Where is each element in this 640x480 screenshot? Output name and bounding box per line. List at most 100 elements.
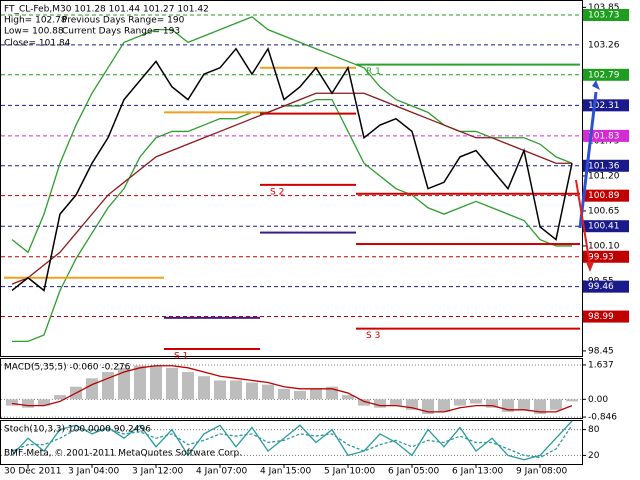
level-box bbox=[583, 8, 629, 21]
histogram-bar bbox=[278, 388, 290, 400]
level-box bbox=[583, 189, 629, 202]
histogram-bar bbox=[294, 390, 306, 400]
histogram-bar bbox=[390, 399, 402, 406]
histogram-bar bbox=[406, 399, 418, 410]
info-text: Low= 100.88 bbox=[4, 27, 64, 37]
level-box bbox=[583, 129, 629, 142]
histogram-bar bbox=[166, 367, 178, 400]
histogram-bar bbox=[486, 399, 498, 408]
series-line bbox=[11, 365, 573, 413]
histogram-bar bbox=[566, 399, 578, 402]
info-text: High= 102.78 bbox=[4, 16, 67, 26]
y-tick-label: -0.846 bbox=[588, 413, 617, 423]
level-label: 99.93 bbox=[588, 252, 614, 262]
y-tick-label: 98.45 bbox=[588, 346, 614, 356]
info-text: Previous Days Range= 190 bbox=[62, 16, 185, 26]
level-label: 99.46 bbox=[588, 282, 614, 292]
histogram-bar bbox=[518, 399, 530, 410]
histogram-bar bbox=[38, 399, 50, 406]
histogram-bar bbox=[118, 367, 130, 400]
histogram-bar bbox=[214, 380, 226, 400]
y-tick-label: 103.85 bbox=[588, 3, 620, 13]
up-arrow bbox=[578, 91, 598, 229]
y-tick-label: 101.20 bbox=[588, 171, 620, 181]
x-tick-label: 4 Jan 15:00 bbox=[260, 467, 312, 477]
stoch-panel bbox=[0, 420, 583, 465]
level-label: 98.99 bbox=[588, 312, 614, 322]
panel-title: Stoch(10,3,3) 100.0000 90.2496 bbox=[4, 425, 151, 435]
level-label: 101.83 bbox=[588, 131, 620, 141]
x-tick-label: 6 Jan 13:00 bbox=[452, 467, 504, 477]
panel-title: MACD(5,35,5) -0.060 -0.276 bbox=[4, 363, 131, 373]
histogram-bar bbox=[86, 378, 98, 400]
x-tick-label: 9 Jan 08:00 bbox=[516, 467, 568, 477]
series-line bbox=[11, 92, 572, 285]
histogram-bar bbox=[374, 399, 386, 408]
histogram-bar bbox=[198, 376, 210, 400]
x-tick-label: 3 Jan 04:00 bbox=[68, 467, 120, 477]
histogram-bar bbox=[230, 380, 242, 400]
level-name: R 1 bbox=[366, 67, 381, 77]
series-line bbox=[11, 420, 573, 461]
series-line bbox=[11, 424, 573, 459]
level-label: 102.31 bbox=[588, 101, 620, 111]
histogram-bar bbox=[22, 399, 34, 408]
y-tick-label: 20 bbox=[588, 451, 600, 461]
x-tick-label: 30 Dec 2011 bbox=[4, 467, 62, 477]
histogram-bar bbox=[6, 399, 18, 406]
main-panel bbox=[0, 0, 583, 357]
level-name: S 2 bbox=[270, 187, 284, 197]
y-tick-label: 100.65 bbox=[588, 206, 620, 216]
level-box bbox=[583, 250, 629, 263]
x-tick-label: 3 Jan 12:00 bbox=[132, 467, 184, 477]
y-tick-label: 1.637 bbox=[588, 360, 614, 370]
macd-panel bbox=[0, 358, 583, 419]
level-label: 103.73 bbox=[588, 10, 620, 20]
histogram-bar bbox=[358, 399, 370, 406]
level-label: 102.79 bbox=[588, 70, 620, 80]
panel-title: FT_CL-Feb,M30 101.28 101.44 101.27 101.4… bbox=[4, 5, 209, 15]
histogram-bar bbox=[422, 399, 434, 415]
forecast-arrows bbox=[575, 80, 600, 272]
down-arrow bbox=[575, 179, 591, 266]
level-label: 103.26 bbox=[588, 40, 620, 50]
histogram-bar bbox=[246, 382, 258, 400]
y-tick-label: 100.10 bbox=[588, 241, 620, 251]
credit: BMF-Meta, © 2001-2011 MetaQuotes Softwar… bbox=[4, 449, 242, 459]
down-arrow-head bbox=[586, 262, 594, 272]
level-box bbox=[583, 280, 629, 293]
histogram-bar bbox=[150, 365, 162, 400]
up-arrow-head bbox=[592, 80, 600, 90]
histogram-bar bbox=[454, 399, 466, 406]
histogram-bar bbox=[470, 399, 482, 404]
info-text: Close= 101.84 bbox=[4, 39, 71, 49]
histogram-bar bbox=[342, 395, 354, 400]
info-text: Current Days Range= 193 bbox=[62, 27, 180, 37]
level-box bbox=[583, 220, 629, 233]
level-label: 101.36 bbox=[588, 161, 620, 171]
histogram-bar bbox=[134, 365, 146, 400]
level-box bbox=[583, 68, 629, 81]
level-box bbox=[583, 159, 629, 172]
histogram-bar bbox=[54, 395, 66, 400]
level-name: S 1 bbox=[174, 352, 188, 362]
y-tick-label: 80 bbox=[588, 425, 600, 435]
level-label: 100.89 bbox=[588, 191, 620, 201]
histogram-bar bbox=[550, 399, 562, 410]
histogram-bar bbox=[310, 388, 322, 400]
series-line bbox=[12, 98, 572, 343]
level-label: 100.41 bbox=[588, 222, 620, 232]
y-tick-label: 0.00 bbox=[588, 395, 608, 405]
x-tick-label: 4 Jan 07:00 bbox=[196, 467, 248, 477]
x-tick-label: 6 Jan 05:00 bbox=[388, 467, 440, 477]
level-box bbox=[583, 310, 629, 323]
level-name: S 3 bbox=[366, 331, 380, 341]
series-line bbox=[11, 46, 573, 292]
histogram-bar bbox=[262, 384, 274, 400]
histogram-bar bbox=[438, 399, 450, 412]
series-line bbox=[11, 16, 573, 254]
histogram-bar bbox=[534, 399, 546, 415]
